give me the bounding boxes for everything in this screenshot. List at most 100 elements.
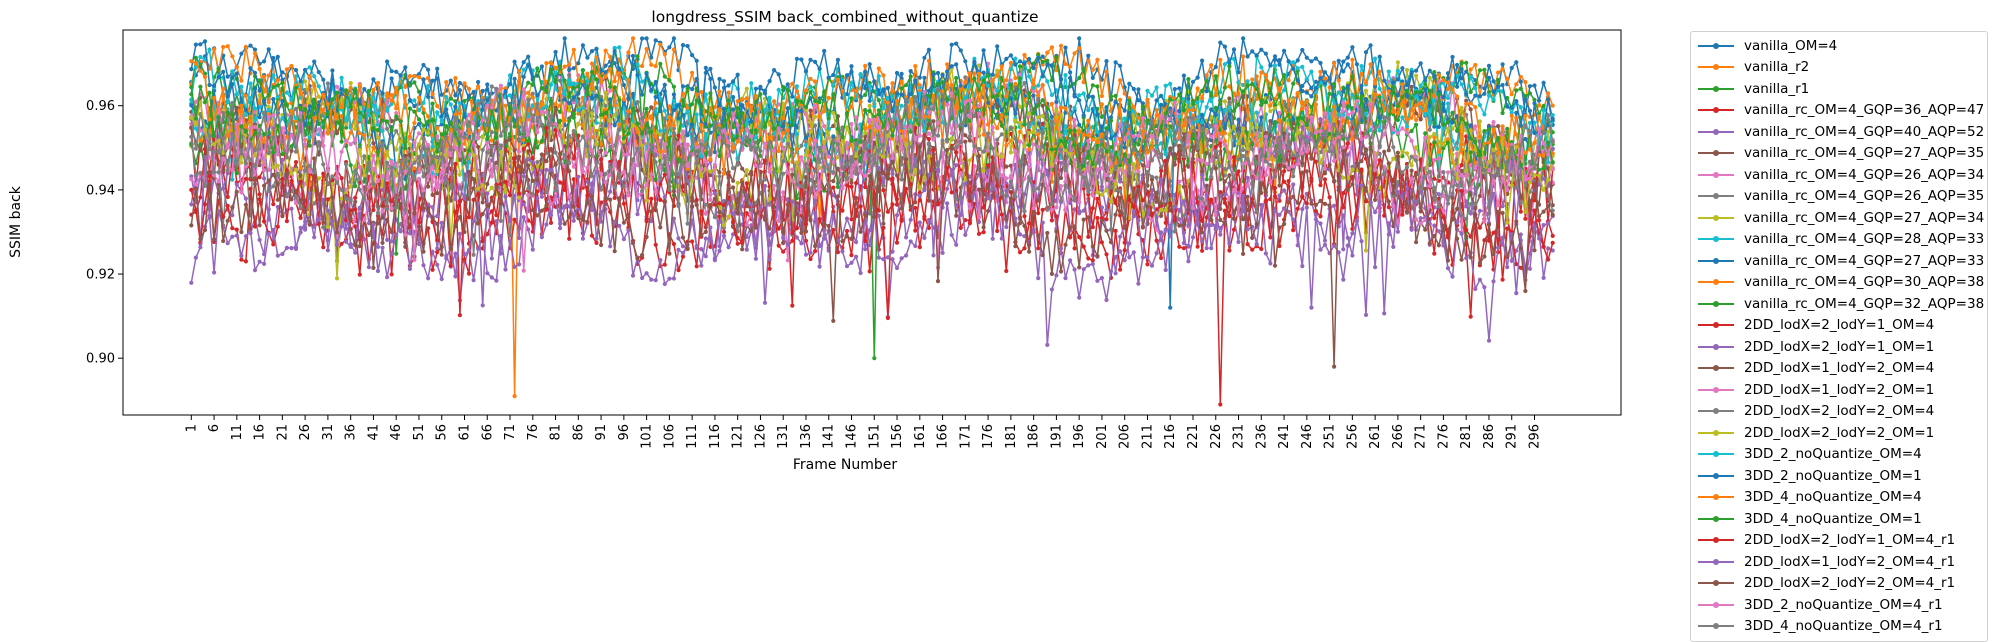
data-point <box>726 83 731 88</box>
data-point <box>225 145 230 150</box>
data-point <box>699 89 704 95</box>
data-point <box>426 67 431 72</box>
data-point <box>1168 305 1173 310</box>
data-point <box>844 92 850 97</box>
data-point <box>1500 67 1505 72</box>
data-point <box>507 82 513 87</box>
data-point <box>1322 70 1328 75</box>
data-point <box>1245 175 1250 180</box>
data-point <box>1222 208 1227 213</box>
data-point <box>671 36 677 41</box>
data-point <box>1145 164 1150 169</box>
data-point <box>453 76 458 81</box>
data-point <box>721 85 727 90</box>
data-point <box>517 149 522 154</box>
data-point <box>394 128 399 134</box>
data-point <box>562 118 567 123</box>
data-point <box>735 72 740 77</box>
data-point <box>603 150 608 155</box>
data-point <box>1518 200 1523 205</box>
data-point <box>389 76 394 81</box>
data-point <box>1523 113 1528 118</box>
data-point <box>703 92 708 97</box>
data-point <box>1295 58 1300 63</box>
data-point <box>1363 147 1369 152</box>
data-point <box>712 150 718 155</box>
data-point <box>1359 239 1364 244</box>
data-point <box>489 275 494 280</box>
data-point <box>257 175 262 180</box>
data-point <box>999 113 1004 118</box>
data-point <box>430 101 435 106</box>
data-point <box>1027 111 1032 117</box>
data-point <box>589 61 595 66</box>
data-point <box>1546 91 1551 96</box>
data-point <box>262 168 267 173</box>
data-point <box>671 84 677 89</box>
data-point <box>1154 85 1159 90</box>
data-point <box>480 200 485 205</box>
data-point <box>781 124 786 129</box>
data-point <box>562 111 567 116</box>
data-point <box>1099 205 1104 210</box>
data-point <box>1081 66 1086 71</box>
data-point <box>999 108 1004 113</box>
data-point <box>1209 197 1214 202</box>
data-point <box>981 230 986 235</box>
data-point <box>844 216 850 221</box>
data-point <box>1222 126 1227 131</box>
data-point <box>1509 258 1514 263</box>
data-point <box>1145 255 1150 260</box>
data-point <box>1104 207 1109 212</box>
data-point <box>1322 238 1328 243</box>
data-point <box>776 243 781 248</box>
data-point <box>1523 94 1528 99</box>
data-point <box>585 165 590 170</box>
data-point <box>735 99 740 104</box>
data-point <box>1027 143 1032 148</box>
data-point <box>894 240 900 245</box>
data-point <box>266 217 271 222</box>
data-point <box>375 244 381 249</box>
data-point <box>662 52 667 57</box>
data-point <box>271 55 276 61</box>
data-point <box>1140 163 1145 168</box>
data-point <box>553 101 558 107</box>
data-point <box>1359 71 1364 76</box>
data-point <box>430 92 435 97</box>
data-point <box>1004 143 1009 148</box>
data-point <box>539 138 545 144</box>
data-point <box>1118 179 1123 184</box>
data-point <box>803 135 809 140</box>
data-point <box>485 181 490 187</box>
data-point <box>849 180 854 185</box>
data-point <box>685 142 690 147</box>
data-point <box>726 90 731 95</box>
chart-title: longdress_SSIM back_combined_without_qua… <box>651 8 1038 27</box>
data-point <box>1386 148 1391 153</box>
data-point <box>1309 156 1314 161</box>
data-point <box>485 271 490 276</box>
data-point <box>849 121 854 127</box>
data-point <box>1204 177 1209 182</box>
data-point <box>1277 118 1282 123</box>
data-point <box>1509 92 1514 97</box>
data-point <box>726 98 731 103</box>
data-point <box>517 262 522 267</box>
data-point <box>995 126 1000 131</box>
data-point <box>1222 99 1227 104</box>
data-point <box>1291 182 1296 187</box>
data-point <box>521 60 526 65</box>
data-point <box>494 135 499 140</box>
data-point <box>1491 120 1496 125</box>
data-point <box>776 148 781 154</box>
data-point <box>1022 80 1027 86</box>
data-point <box>995 228 1000 234</box>
data-point <box>1536 98 1542 103</box>
data-point <box>1409 168 1414 173</box>
data-point <box>225 194 230 200</box>
data-point <box>990 109 995 114</box>
data-point <box>548 99 554 104</box>
data-point <box>945 201 950 206</box>
data-point <box>1500 110 1505 116</box>
